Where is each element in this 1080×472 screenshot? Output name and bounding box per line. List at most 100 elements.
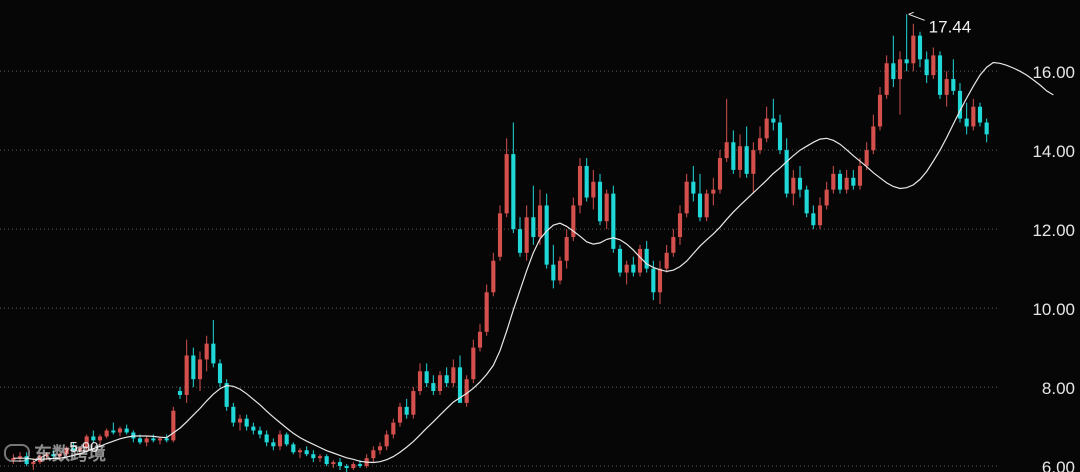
candle-body <box>691 181 696 194</box>
candle-body <box>271 442 276 447</box>
candle-body <box>251 426 256 431</box>
candle-body <box>551 264 556 281</box>
candle-body <box>791 177 796 194</box>
candle-body <box>91 436 96 441</box>
candle-body <box>411 391 416 415</box>
candle-body <box>871 126 876 151</box>
y-axis: 6.00 8.00 10.00 12.00 14.00 16.00 <box>1032 63 1075 472</box>
candle-body <box>444 375 449 384</box>
candle-body <box>111 430 116 433</box>
candle-body <box>684 181 689 214</box>
candle-body <box>591 181 596 198</box>
candle-body <box>391 422 396 435</box>
candle-body <box>117 428 123 433</box>
candle-body <box>817 205 823 226</box>
high-arrow <box>908 13 925 21</box>
candle-body <box>677 213 683 238</box>
candle-body <box>631 264 636 273</box>
candle-body <box>217 363 223 384</box>
candle-body <box>724 142 729 159</box>
candle-body <box>751 150 756 174</box>
candle-body <box>597 181 603 222</box>
candle-body <box>744 146 749 174</box>
high-arrow-head <box>908 11 914 15</box>
candle-body <box>944 79 949 95</box>
candle-body <box>517 229 523 253</box>
watermark-logo-icon <box>4 444 30 462</box>
candle-body <box>957 90 963 119</box>
candle-body <box>824 189 829 206</box>
candle-body <box>717 158 723 190</box>
candle-body <box>524 217 529 253</box>
candle-body <box>324 456 329 465</box>
candle-body <box>737 146 743 170</box>
moving-average <box>13 61 1054 464</box>
candle-body <box>797 177 803 190</box>
candle-body <box>611 193 616 249</box>
candle-body <box>244 418 249 427</box>
candle-body <box>371 450 376 459</box>
candle-body <box>357 464 363 467</box>
low-arrow <box>33 453 48 463</box>
candle-body <box>584 165 589 198</box>
candle-body <box>151 438 156 441</box>
candle-body <box>224 383 229 407</box>
watermark: 东数跨境 <box>4 440 106 466</box>
grid-lines <box>0 70 1000 467</box>
candle-body <box>764 118 769 139</box>
candle-body <box>651 268 656 293</box>
ma-line <box>13 61 1054 464</box>
candle-body <box>124 428 129 433</box>
y-tick-label: 6.00 <box>1042 458 1075 472</box>
candle-body <box>431 383 436 392</box>
candle-body <box>297 450 303 453</box>
candle-body <box>837 173 843 190</box>
candle-body <box>624 264 629 273</box>
candle-body <box>971 106 976 127</box>
candle-body <box>557 260 563 281</box>
candles <box>11 14 989 472</box>
candle-body <box>904 59 909 64</box>
candle-body <box>77 448 83 451</box>
candle-body <box>104 430 109 437</box>
candle-body <box>757 138 763 151</box>
candle-body <box>64 448 69 455</box>
candle-body <box>504 154 509 214</box>
candle-body <box>924 59 929 76</box>
candle-body <box>11 458 16 461</box>
candle-body <box>977 106 983 123</box>
candle-body <box>51 454 56 457</box>
candle-body <box>897 59 903 80</box>
candle-body <box>331 462 336 465</box>
candle-body <box>311 454 316 459</box>
candle-body <box>544 205 549 265</box>
y-tick-label: 8.00 <box>1042 379 1075 398</box>
candle-body <box>57 454 63 457</box>
candle-body <box>477 331 483 348</box>
candle-body <box>171 410 176 441</box>
candle-body <box>397 406 403 423</box>
y-tick-label: 14.00 <box>1032 142 1075 161</box>
candle-body <box>351 464 356 469</box>
candle-body <box>657 268 663 293</box>
candle-body <box>804 189 809 214</box>
candle-body <box>664 252 669 269</box>
candle-body <box>264 434 269 443</box>
candle-body <box>644 248 649 269</box>
candle-body <box>344 466 349 469</box>
candle-body <box>784 150 789 194</box>
candle-body <box>277 434 283 447</box>
high-label: 17.44 <box>929 17 972 36</box>
candle-body <box>931 55 936 76</box>
candle-body <box>231 406 236 423</box>
candle-body <box>731 142 736 170</box>
candle-body <box>704 193 709 218</box>
low-label: 5.90 <box>69 439 98 456</box>
candle-body <box>404 406 409 415</box>
candle-body <box>284 434 289 445</box>
candle-body <box>951 79 956 91</box>
candle-body <box>177 391 183 395</box>
candle-body <box>771 118 776 123</box>
candle-body <box>471 347 476 380</box>
candle-body <box>137 438 143 443</box>
